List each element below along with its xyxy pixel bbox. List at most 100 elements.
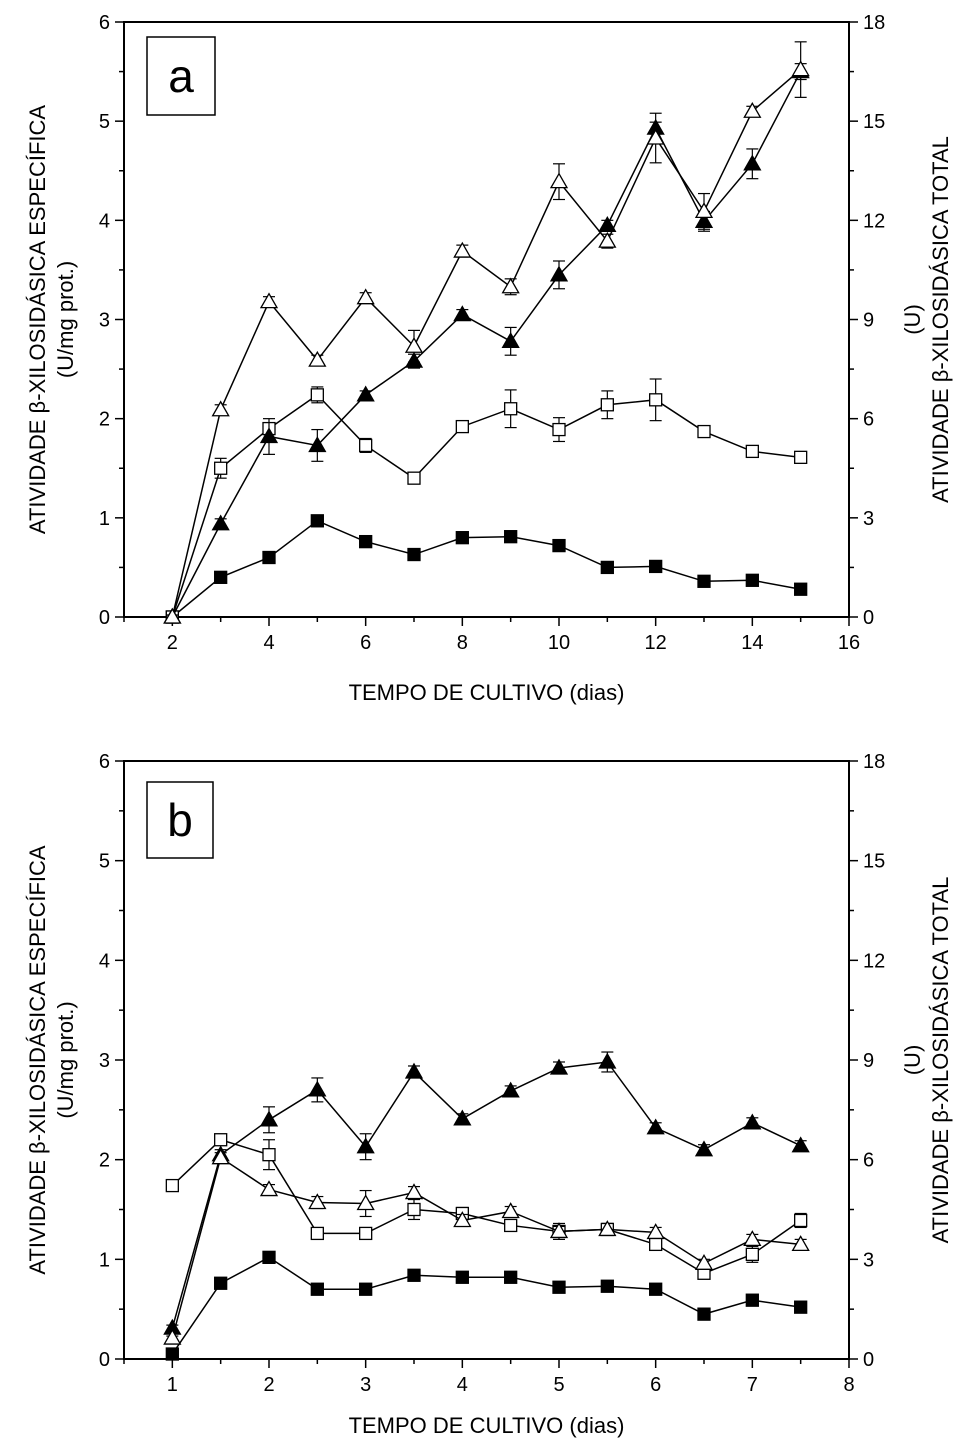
y2-tick-label: 9 [863, 1050, 874, 1072]
data-point-triangle [549, 172, 569, 189]
x-axis-label: TEMPO DE CULTIVO (dias) [349, 680, 625, 705]
data-point-triangle [743, 1230, 762, 1247]
data-point-triangle [549, 1222, 569, 1239]
data-point-square [697, 574, 711, 588]
data-point-square [697, 1307, 711, 1321]
data-point-triangle [791, 1136, 810, 1153]
y2-tick-label: 12 [863, 950, 885, 972]
data-point-square [794, 450, 808, 464]
data-point-triangle [404, 1183, 424, 1200]
y2-axis-label-unit: (U) [900, 304, 925, 335]
series-open-square [165, 378, 808, 624]
y-tick-label: 6 [99, 12, 110, 34]
x-tick-label: 8 [843, 1374, 854, 1396]
data-point-square [310, 514, 324, 528]
data-point-square [600, 560, 614, 575]
data-point-triangle [259, 427, 279, 444]
data-point-triangle [791, 1235, 810, 1252]
y-tick-label: 3 [99, 310, 110, 332]
data-point-triangle [453, 241, 472, 258]
plot-frame [123, 21, 850, 618]
x-tick-label: 7 [747, 1374, 758, 1396]
data-point-square [552, 538, 566, 553]
data-point-square [794, 1300, 808, 1314]
data-point-square [697, 424, 711, 439]
data-point-triangle [308, 1080, 327, 1097]
data-point-square [600, 1279, 614, 1293]
data-point-triangle [598, 215, 617, 232]
y2-tick-label: 3 [863, 508, 874, 530]
data-point-square [649, 1282, 663, 1296]
data-point-square [504, 1270, 518, 1284]
y2-tick-label: 18 [863, 12, 885, 34]
data-point-square [214, 1133, 228, 1147]
data-point-triangle [453, 305, 472, 322]
x-tick-label: 8 [457, 632, 468, 654]
data-point-triangle [356, 288, 375, 305]
data-point-square [794, 582, 808, 596]
data-point-triangle [791, 60, 810, 77]
data-point-triangle [694, 1140, 714, 1157]
y-tick-label: 4 [99, 210, 110, 232]
y-axis-label-unit: (U/mg prot.) [53, 261, 78, 378]
data-point-square [649, 393, 663, 407]
data-point-triangle [646, 1223, 665, 1240]
data-point-square [359, 1282, 373, 1296]
data-point-triangle [453, 1211, 472, 1228]
data-point-square [504, 530, 518, 544]
series-line [171, 1256, 801, 1355]
data-point-triangle [598, 1220, 617, 1237]
series-line [171, 1156, 801, 1339]
data-point-square [407, 471, 421, 485]
data-point-square [600, 398, 614, 412]
data-point-triangle [211, 1148, 230, 1165]
data-point-square [165, 1347, 179, 1361]
x-tick-label: 6 [360, 632, 371, 654]
series-filled-square [165, 1250, 808, 1361]
y2-axis-label: ATIVIDADE β-XILOSIDÁSICA TOTAL [928, 877, 953, 1244]
y-axis-label: ATIVIDADE β-XILOSIDÁSICA ESPECÍFICA [25, 105, 50, 534]
data-point-triangle [308, 350, 327, 367]
data-point-triangle [549, 1058, 569, 1075]
y-tick-label: 5 [99, 111, 110, 133]
series-line [171, 69, 802, 618]
data-point-square [649, 1237, 663, 1252]
data-point-square [214, 461, 228, 475]
y-tick-label: 4 [99, 950, 110, 972]
y2-tick-label: 6 [863, 409, 874, 431]
x-tick-label: 10 [548, 632, 570, 654]
data-point-triangle [743, 101, 762, 118]
data-point-triangle [646, 1118, 665, 1135]
data-point-square [552, 1280, 566, 1294]
panel-label: b [167, 794, 193, 846]
data-point-square [359, 534, 373, 549]
x-tick-label: 12 [645, 632, 667, 654]
data-point-triangle [743, 154, 762, 171]
data-point-square [262, 1148, 276, 1162]
data-point-square [745, 1293, 759, 1307]
y-tick-label: 5 [99, 851, 110, 873]
y2-tick-label: 15 [863, 851, 885, 873]
data-point-triangle [549, 265, 569, 282]
data-point-triangle [308, 436, 327, 453]
series-line [171, 1061, 801, 1329]
data-point-triangle [259, 1180, 279, 1197]
data-point-square [262, 1250, 276, 1264]
data-point-square [310, 1282, 324, 1296]
data-point-triangle [404, 1062, 424, 1079]
data-point-square [310, 1226, 324, 1241]
data-point-square [214, 1276, 228, 1290]
y-tick-label: 0 [99, 1349, 110, 1371]
data-point-triangle [598, 1052, 617, 1069]
x-tick-label: 4 [457, 1374, 468, 1396]
data-point-triangle [694, 1254, 714, 1270]
y-tick-label: 1 [99, 508, 110, 530]
data-point-triangle [259, 292, 279, 309]
data-point-triangle [501, 1202, 520, 1219]
data-point-square [455, 531, 469, 545]
x-tick-label: 2 [167, 632, 178, 654]
data-point-triangle [646, 128, 665, 145]
